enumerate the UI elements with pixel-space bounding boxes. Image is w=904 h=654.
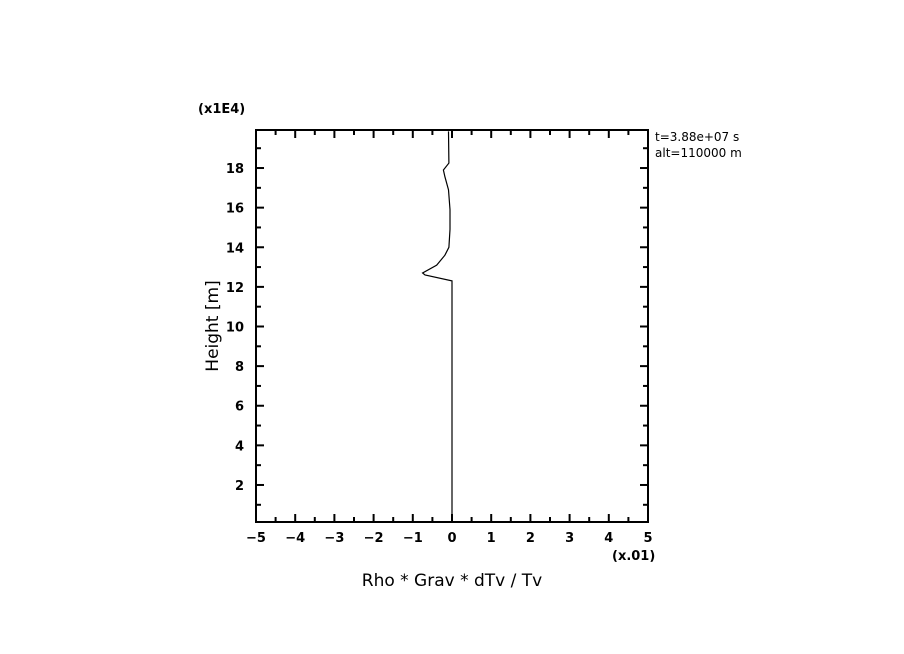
y-tick-label: 14	[226, 241, 244, 256]
y-multiplier: (x1E4)	[198, 102, 245, 117]
y-tick-label: 12	[226, 281, 244, 296]
x-tick-label: 2	[526, 531, 535, 546]
x-tick-label: 4	[604, 531, 613, 546]
annotation-time: t=3.88e+07 s	[655, 130, 739, 144]
x-tick-label: 0	[447, 531, 456, 546]
x-multiplier: (x.01)	[612, 549, 655, 564]
x-tick-label: −5	[246, 531, 266, 546]
y-tick-label: 16	[226, 202, 244, 217]
y-tick-label: 8	[235, 360, 244, 375]
y-tick-label: 6	[235, 400, 244, 415]
x-tick-label: −4	[285, 531, 305, 546]
annotation-alt: alt=110000 m	[655, 146, 742, 160]
x-axis-title: Rho * Grav * dTv / Tv	[362, 571, 542, 591]
x-tick-label: 3	[565, 531, 574, 546]
y-tick-label: 4	[235, 439, 244, 454]
x-tick-label: 5	[643, 531, 652, 546]
y-tick-label: 10	[226, 321, 244, 336]
y-axis-title: Height [m]	[203, 280, 223, 371]
series-line-0	[421, 131, 453, 521]
y-tick-label: 18	[226, 162, 244, 177]
x-tick-label: −2	[364, 531, 384, 546]
x-tick-label: −1	[403, 531, 423, 546]
y-tick-label: 2	[235, 479, 244, 494]
x-tick-label: −3	[324, 531, 344, 546]
x-tick-label: 1	[487, 531, 496, 546]
